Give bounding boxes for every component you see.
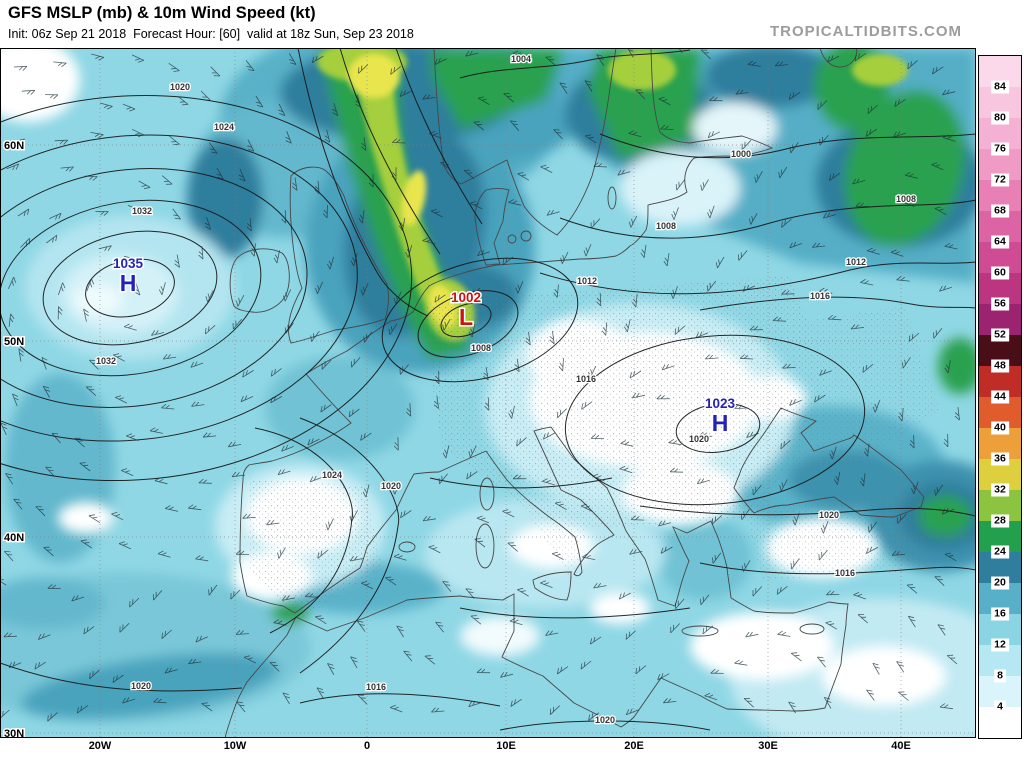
lon-label: 20E <box>624 740 644 752</box>
isobar-label: 1032 <box>96 356 116 366</box>
lon-label: 40E <box>891 740 911 752</box>
lat-label: 30N <box>4 728 24 738</box>
isobar-label: 1016 <box>835 568 855 578</box>
isobar-label: 1020 <box>381 481 401 491</box>
colorbar-tick-label: 84 <box>991 80 1009 94</box>
isobar-labels: 1020 1024 1032 1032 1004 1000 1008 1008 1012 1012… <box>95 53 918 727</box>
colorbar-tick-label: 76 <box>991 142 1009 156</box>
colorbar-tick-label: 48 <box>991 359 1009 373</box>
colorbar-tick-label: 8 <box>994 669 1006 683</box>
wind-speed-colorbar: 84 80 76 72 68 64 60 56 52 48 44 40 36 32 28 24 20 16 12 8 4 <box>976 48 1024 757</box>
lat-label: 40N <box>4 532 24 544</box>
isobar-label: 1000 <box>731 149 751 159</box>
isobar-label: 1012 <box>846 257 866 267</box>
lon-label: 0 <box>363 740 371 752</box>
lat-label: 50N <box>4 336 24 348</box>
pressure-symbol: H <box>712 410 729 436</box>
isobar-label: 1016 <box>366 682 386 692</box>
lon-label: 30E <box>758 740 778 752</box>
isobar-label: 1024 <box>322 470 342 480</box>
colorbar-tick-label: 56 <box>991 297 1009 311</box>
weather-map-svg: 1020 1024 1032 1032 1004 1000 1008 1008 1012 1012… <box>0 48 976 738</box>
isobar-label: 1016 <box>810 291 830 301</box>
isobar-label: 1020 <box>819 510 839 520</box>
colorbar-tick-label: 80 <box>991 111 1009 125</box>
site-watermark: TROPICALTIDBITS.COM <box>769 23 962 40</box>
colorbar-tick-label: 16 <box>991 607 1009 621</box>
isobar-label: 1020 <box>170 82 190 92</box>
isobar-label: 1008 <box>471 343 491 353</box>
graticule <box>0 48 976 738</box>
longitude-axis: 20W 10W 0 10E 20E 30E 40E <box>0 738 976 757</box>
chart-subtitle: Init: 06z Sep 21 2018 Forecast Hour: [60… <box>8 27 414 41</box>
lon-label: 10W <box>223 740 247 752</box>
colorbar-tick-label: 32 <box>991 483 1009 497</box>
colorbar-tick-label: 24 <box>991 545 1009 559</box>
map-canvas: 1020 1024 1032 1032 1004 1000 1008 1008 1012 1012… <box>0 48 976 738</box>
colorbar-tick-label: 36 <box>991 452 1009 466</box>
colorbar-tick-label: 28 <box>991 514 1009 528</box>
latitude-labels: 60N 50N 40N 30N <box>3 139 26 739</box>
pressure-value: 1035 <box>113 256 144 271</box>
isobar-label: 1016 <box>576 374 596 384</box>
colorbar-tick-label: 52 <box>991 328 1009 342</box>
pressure-symbol: H <box>120 270 137 296</box>
isobar-label: 1020 <box>689 434 709 444</box>
isobar-label: 1020 <box>595 715 615 725</box>
colorbar-tick-label: 40 <box>991 421 1009 435</box>
wind-barbs <box>0 48 960 722</box>
colorbar-tick-label: 44 <box>991 390 1009 404</box>
lon-label: 10E <box>496 740 516 752</box>
colorbar-tick-label: 60 <box>991 266 1009 280</box>
colorbar-strip: 84 80 76 72 68 64 60 56 52 48 44 40 36 32 28 24 20 16 12 8 4 <box>978 55 1022 739</box>
colorbar-tick-label: 72 <box>991 173 1009 187</box>
isobar-label: 1024 <box>214 122 234 132</box>
colorbar-tick-label: 4 <box>994 700 1006 714</box>
isobar-label: 1004 <box>511 54 531 64</box>
isobar-label: 1032 <box>132 206 152 216</box>
coastlines <box>224 48 925 738</box>
lon-label: 20W <box>88 740 112 752</box>
colorbar-tick-label: 68 <box>991 204 1009 218</box>
chart-title: GFS MSLP (mb) & 10m Wind Speed (kt) <box>8 4 316 22</box>
isobar-label: 1008 <box>656 221 676 231</box>
isobars <box>0 48 976 731</box>
lat-label: 60N <box>4 140 24 152</box>
isobar-label: 1008 <box>896 194 916 204</box>
pressure-value: 1002 <box>451 290 481 305</box>
colorbar-tick-label: 64 <box>991 235 1009 249</box>
colorbar-tick-label: 20 <box>991 576 1009 590</box>
pressure-value: 1023 <box>705 396 736 411</box>
isobar-label: 1012 <box>577 276 597 286</box>
isobar-label: 1020 <box>131 681 151 691</box>
header: GFS MSLP (mb) & 10m Wind Speed (kt) Init… <box>0 0 1024 48</box>
pressure-symbol: L <box>459 304 473 330</box>
colorbar-tick-label: 12 <box>991 638 1009 652</box>
